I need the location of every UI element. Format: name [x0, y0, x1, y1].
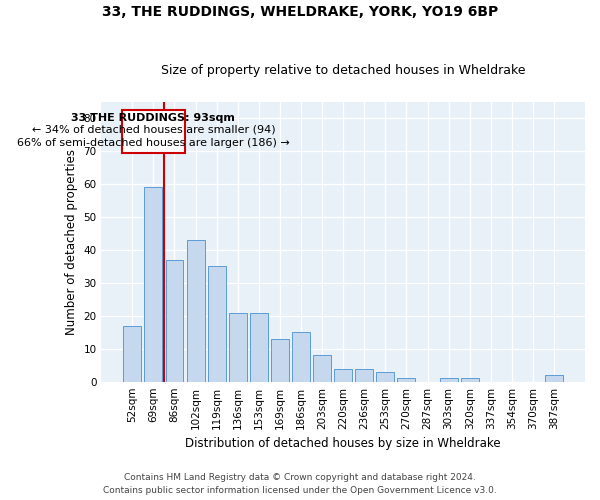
Bar — [461, 378, 479, 382]
Title: Size of property relative to detached houses in Wheldrake: Size of property relative to detached ho… — [161, 64, 526, 77]
Bar — [187, 240, 205, 382]
Text: 33, THE RUDDINGS, WHELDRAKE, YORK, YO19 6BP: 33, THE RUDDINGS, WHELDRAKE, YORK, YO19 … — [102, 5, 498, 19]
Bar — [292, 332, 310, 382]
X-axis label: Distribution of detached houses by size in Wheldrake: Distribution of detached houses by size … — [185, 437, 501, 450]
Bar — [208, 266, 226, 382]
Bar — [229, 312, 247, 382]
Bar — [545, 375, 563, 382]
Bar — [166, 260, 184, 382]
FancyBboxPatch shape — [122, 110, 185, 153]
Text: ← 34% of detached houses are smaller (94): ← 34% of detached houses are smaller (94… — [32, 125, 275, 135]
Bar — [145, 188, 163, 382]
Bar — [440, 378, 458, 382]
Text: 66% of semi-detached houses are larger (186) →: 66% of semi-detached houses are larger (… — [17, 138, 290, 148]
Text: 33 THE RUDDINGS: 93sqm: 33 THE RUDDINGS: 93sqm — [71, 112, 235, 122]
Bar — [124, 326, 141, 382]
Bar — [271, 339, 289, 382]
Y-axis label: Number of detached properties: Number of detached properties — [65, 148, 78, 334]
Bar — [313, 356, 331, 382]
Bar — [376, 372, 394, 382]
Bar — [334, 368, 352, 382]
Bar — [250, 312, 268, 382]
Bar — [355, 368, 373, 382]
Bar — [397, 378, 415, 382]
Text: Contains HM Land Registry data © Crown copyright and database right 2024.
Contai: Contains HM Land Registry data © Crown c… — [103, 474, 497, 495]
